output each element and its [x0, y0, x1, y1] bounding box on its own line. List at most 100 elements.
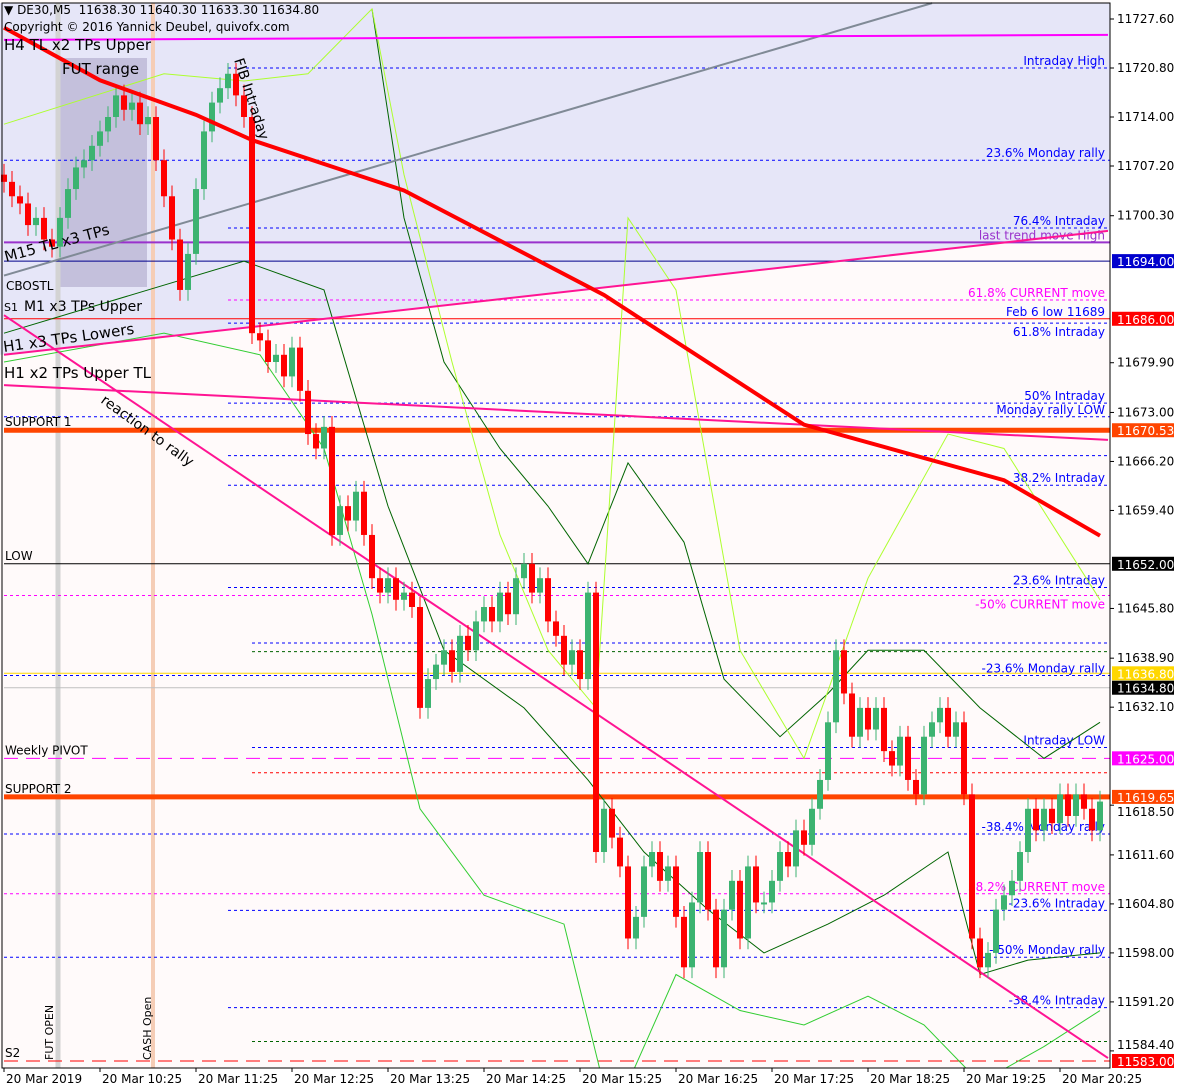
- price-badge: [1112, 556, 1174, 571]
- cash-open-label: CASH Open: [141, 997, 154, 1060]
- candle-body: [577, 650, 583, 680]
- y-tick-label: 11659.40: [1117, 503, 1174, 517]
- candle-body: [1001, 895, 1007, 910]
- collapse-triangle-icon[interactable]: ▼: [4, 3, 14, 17]
- candle-body: [729, 880, 735, 910]
- candle-body: [561, 635, 567, 665]
- candle-body: [633, 916, 639, 939]
- candle-body: [153, 117, 159, 161]
- trendline-upper-pink: [3, 229, 1109, 356]
- price-badge-label: 11694.00: [1117, 255, 1174, 269]
- candle-body: [81, 160, 87, 168]
- s1-label: S1: [4, 301, 18, 314]
- candle-body: [641, 866, 647, 917]
- candle-body: [665, 866, 671, 881]
- price-badge-label: 11636.80: [1117, 667, 1174, 681]
- candle-body: [169, 196, 175, 240]
- candle-body: [145, 117, 151, 125]
- y-tick-label: 11707.20: [1117, 159, 1174, 173]
- candle-body: [449, 650, 455, 672]
- price-badge: [1112, 666, 1174, 681]
- candle-body: [1017, 852, 1023, 881]
- candle-body: [417, 607, 423, 708]
- candle-body: [953, 722, 959, 737]
- candle-body: [785, 852, 791, 867]
- x-tick-label: 20 Mar 11:25: [198, 1072, 278, 1086]
- candle-body: [241, 95, 247, 118]
- y-tick-label: 11598.00: [1117, 946, 1174, 960]
- y-tick-label: 11673.00: [1117, 405, 1174, 419]
- price-badge-label: 11670.53: [1117, 424, 1174, 438]
- candle-body: [257, 333, 263, 341]
- candle-body: [985, 952, 991, 968]
- candle-body: [185, 253, 191, 290]
- level-label: Intraday LOW: [1023, 734, 1105, 748]
- candle-body: [233, 73, 239, 96]
- candle-body: [961, 722, 967, 795]
- candle-body: [65, 189, 71, 218]
- level-label: -23.6% Monday rally: [981, 661, 1105, 675]
- candle-body: [1073, 794, 1079, 816]
- level-label: 38.2% CURRENT move: [968, 880, 1105, 894]
- candle-body: [1041, 808, 1047, 831]
- candle-body: [601, 808, 607, 853]
- candle-body: [945, 707, 951, 737]
- price-badge: [1112, 311, 1174, 326]
- y-tick-label: 11632.10: [1117, 700, 1174, 714]
- candle-body: [305, 390, 311, 435]
- trendline-top-magenta: [3, 33, 1109, 41]
- candle-body: [297, 347, 303, 391]
- candle-body: [505, 592, 511, 615]
- candle-body: [17, 196, 23, 204]
- y-tick-label: 11584.40: [1117, 1038, 1174, 1052]
- candle-body: [809, 808, 815, 845]
- candle-body: [1081, 794, 1087, 809]
- candle-body: [553, 621, 559, 636]
- candle-body: [753, 866, 759, 903]
- trendline-gray: [3, 2, 933, 277]
- candle-body: [913, 779, 919, 795]
- level-label: 61.8% Intraday: [1013, 325, 1105, 339]
- candle-body: [873, 707, 879, 730]
- price-badge-label: 11652.00: [1117, 558, 1174, 572]
- candle-body: [49, 239, 55, 247]
- candle-body: [9, 181, 15, 197]
- y-tick-label: 11638.90: [1117, 651, 1174, 665]
- price-badge: [1112, 254, 1174, 269]
- candle-body: [705, 852, 711, 910]
- x-tick-label: 20 Mar 20:25: [1062, 1072, 1142, 1086]
- level-label: - 50% Monday rally: [989, 943, 1105, 957]
- ohlc-readout: 11638.30 11640.30 11633.30 11634.80: [78, 3, 320, 17]
- candle-body: [969, 794, 975, 939]
- level-label: Feb 6 low 11689: [1006, 305, 1105, 319]
- candle-body: [977, 938, 983, 968]
- candle-body: [313, 434, 319, 449]
- candle-body: [369, 534, 375, 579]
- y-tick-label: 11700.30: [1117, 209, 1174, 223]
- candle-body: [745, 866, 751, 939]
- candle-body: [89, 145, 95, 161]
- time-axis: [0, 1068, 1181, 1091]
- cbostl-label: CBOSTL: [6, 279, 54, 293]
- h1-x2-label: H1 x2 TPs Upper TL: [4, 364, 152, 382]
- candle-body: [1, 174, 7, 182]
- x-tick-label: 20 Mar 19:25: [966, 1072, 1046, 1086]
- level-label: 23.6% Intraday: [1013, 574, 1105, 588]
- x-tick-label: 20 Mar 17:25: [774, 1072, 854, 1086]
- trendline-lower-pink: [3, 384, 1109, 441]
- y-tick-label: 11604.80: [1117, 897, 1174, 911]
- candle-body: [225, 73, 231, 89]
- candle-body: [457, 635, 463, 672]
- x-tick-label: 20 Mar 13:25: [390, 1072, 470, 1086]
- candle-body: [689, 902, 695, 968]
- y-tick-label: 11591.20: [1117, 995, 1174, 1009]
- level-left-label: SUPPORT 1: [5, 415, 72, 429]
- bollinger-band: [3, 7, 1101, 760]
- x-tick-label: 20 Mar 16:25: [678, 1072, 758, 1086]
- candle-body: [489, 607, 495, 622]
- candle-body: [769, 880, 775, 903]
- candle-body: [473, 621, 479, 651]
- candle-body: [177, 239, 183, 290]
- candle-body: [849, 693, 855, 737]
